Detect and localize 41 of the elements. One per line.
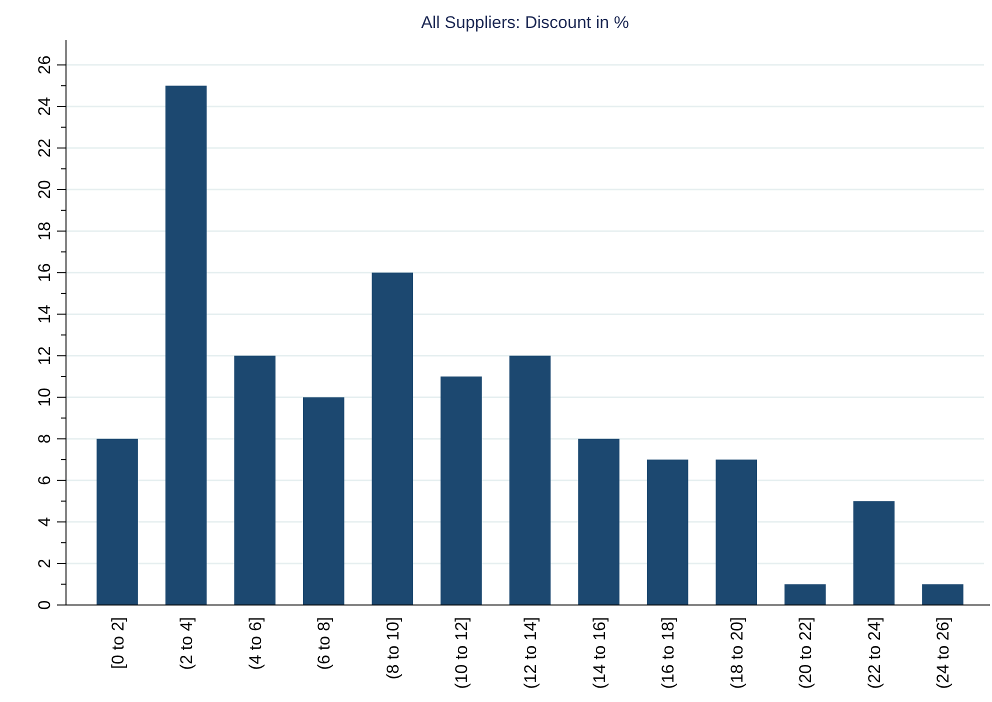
bar [716, 460, 757, 605]
x-tick-label: (20 to 22] [796, 617, 816, 689]
x-tick-label: (12 to 14] [521, 617, 540, 689]
y-tick-label: 0 [35, 600, 54, 610]
y-tick-label: 22 [35, 138, 54, 158]
x-tick-label: (2 to 4] [177, 617, 196, 670]
bar [784, 584, 826, 605]
x-tick-label: (6 to 8] [314, 617, 334, 670]
y-tick-label: 6 [35, 476, 54, 486]
y-tick-label: 10 [35, 388, 54, 407]
bar [303, 397, 344, 605]
bar [234, 356, 276, 605]
y-tick-label: 2 [35, 558, 54, 568]
y-tick-label: 26 [35, 55, 54, 74]
x-tick-label: (16 to 18] [658, 617, 678, 689]
x-tick-label: (24 to 26] [934, 617, 953, 689]
bar [853, 501, 895, 605]
x-tick-label: (22 to 24] [864, 617, 884, 689]
bar [922, 584, 964, 605]
y-tick-label: 24 [35, 97, 54, 116]
x-tick-label: (4 to 6] [246, 617, 265, 670]
y-tick-label: 20 [35, 180, 54, 200]
bar [96, 438, 138, 605]
chart-title: All Suppliers: Discount in % [421, 13, 629, 32]
y-tick-label: 8 [35, 434, 54, 444]
y-tick-label: 4 [35, 517, 54, 527]
y-tick-label: 12 [35, 346, 54, 366]
x-tick-label: (18 to 20] [727, 617, 746, 689]
y-tick-label: 14 [35, 304, 54, 324]
bar [509, 356, 551, 605]
bar [578, 438, 620, 605]
bar [440, 376, 482, 605]
bar [646, 460, 688, 605]
bar [372, 272, 414, 605]
bar [165, 86, 207, 605]
x-tick-label: [0 to 2] [108, 617, 128, 669]
x-tick-label: (8 to 10] [383, 617, 402, 680]
x-tick-label: (10 to 12] [452, 617, 472, 689]
x-tick-label: (14 to 16] [590, 617, 609, 689]
y-tick-label: 18 [35, 222, 54, 241]
y-tick-label: 16 [35, 263, 54, 282]
